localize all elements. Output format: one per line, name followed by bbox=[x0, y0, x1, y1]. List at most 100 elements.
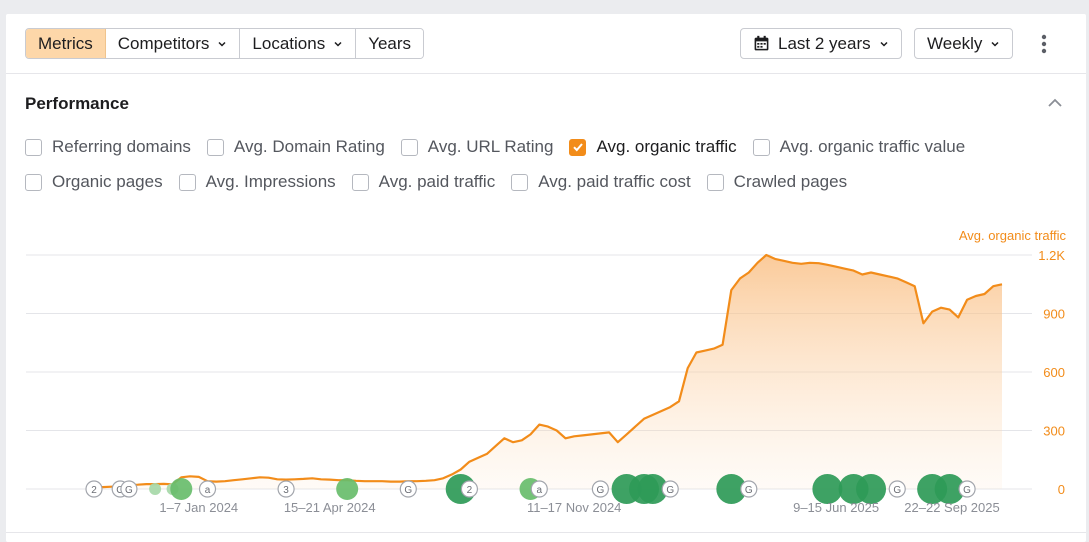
metric-avg-paid-traffic-cost[interactable]: Avg. paid traffic cost bbox=[511, 172, 691, 192]
metric-toggles-row-1: Referring domains Avg. Domain Rating Avg… bbox=[25, 137, 981, 157]
metric-label: Avg. organic traffic value bbox=[779, 137, 966, 156]
granularity-label: Weekly bbox=[927, 33, 983, 53]
toolbar: Metrics Competitors Locations Years bbox=[6, 14, 1086, 74]
checkbox[interactable] bbox=[25, 173, 42, 191]
checkbox[interactable] bbox=[206, 138, 224, 156]
checkbox[interactable] bbox=[706, 173, 724, 191]
x-tick-label: 15–21 Apr 2024 bbox=[284, 500, 376, 515]
annotation-badge bbox=[85, 480, 103, 498]
annotation-badge bbox=[120, 480, 138, 498]
annotation-badge-label: G bbox=[116, 485, 124, 496]
series-area bbox=[94, 255, 1002, 489]
annotation-badge-label: G bbox=[963, 485, 971, 496]
metric-avg-url-rating[interactable]: Avg. URL Rating bbox=[400, 137, 554, 157]
event-marker bbox=[637, 474, 668, 504]
checkbox-checked[interactable] bbox=[569, 138, 587, 156]
view-switcher: Metrics Competitors Locations Years bbox=[25, 28, 425, 59]
annotation-badge-label: G bbox=[893, 485, 901, 496]
annotation-badge-label: a bbox=[205, 485, 211, 496]
chevron-down-icon bbox=[991, 41, 999, 47]
tab-competitors[interactable]: Competitors bbox=[105, 29, 241, 58]
granularity-button[interactable]: Weekly bbox=[914, 28, 1014, 59]
y-tick-label: 300 bbox=[1043, 424, 1065, 439]
annotation-badge-label: G bbox=[745, 485, 753, 496]
event-marker bbox=[716, 474, 747, 504]
tab-years[interactable]: Years bbox=[356, 29, 424, 58]
annotation-badge bbox=[740, 480, 758, 498]
y-tick-label: 1.2K bbox=[1038, 248, 1065, 263]
annotation-badge-label: G bbox=[666, 485, 674, 496]
x-tick-label: 9–15 Jun 2025 bbox=[793, 500, 879, 515]
annotation-badge-label: 2 bbox=[467, 485, 473, 496]
annotation-badge bbox=[530, 480, 548, 498]
series-line bbox=[94, 253, 1003, 489]
metric-label: Avg. organic traffic bbox=[596, 137, 737, 156]
y-tick-label: 0 bbox=[1058, 482, 1065, 497]
annotation-badge bbox=[198, 480, 217, 498]
metric-avg-organic-traffic-value[interactable]: Avg. organic traffic value bbox=[752, 137, 966, 157]
checkbox[interactable] bbox=[752, 138, 770, 156]
metric-avg-domain-rating[interactable]: Avg. Domain Rating bbox=[206, 137, 385, 157]
chevron-up-icon[interactable] bbox=[1046, 96, 1064, 110]
metric-avg-organic-traffic[interactable]: Avg. organic traffic bbox=[569, 137, 737, 157]
tab-metrics[interactable]: Metrics bbox=[26, 29, 106, 58]
checkbox[interactable] bbox=[400, 138, 418, 156]
metric-label: Avg. Impressions bbox=[205, 172, 336, 191]
annotation-badge bbox=[277, 480, 295, 498]
metric-label: Crawled pages bbox=[733, 172, 848, 191]
y-axis-label: Avg. organic traffic bbox=[959, 228, 1067, 243]
tab-years-label: Years bbox=[368, 33, 412, 53]
annotation-badge bbox=[888, 480, 906, 498]
checkbox[interactable] bbox=[511, 173, 529, 191]
x-tick-label: 1–7 Jan 2024 bbox=[159, 500, 238, 515]
divider bbox=[6, 532, 1086, 533]
checkbox[interactable] bbox=[178, 173, 196, 191]
event-marker bbox=[170, 478, 193, 500]
metric-avg-impressions[interactable]: Avg. Impressions bbox=[178, 172, 336, 192]
annotation-badge bbox=[591, 480, 609, 498]
metric-label: Avg. Domain Rating bbox=[233, 137, 385, 156]
tab-competitors-label: Competitors bbox=[117, 33, 210, 53]
metric-label: Referring domains bbox=[52, 137, 191, 156]
metric-label: Avg. paid traffic bbox=[378, 172, 496, 191]
metric-label: Avg. URL Rating bbox=[427, 137, 554, 156]
date-range-button[interactable]: Last 2 years bbox=[740, 28, 902, 59]
x-tick-label: 22–22 Sep 2025 bbox=[904, 500, 999, 515]
performance-panel: Metrics Competitors Locations Years bbox=[6, 14, 1086, 542]
metric-avg-paid-traffic[interactable]: Avg. paid traffic bbox=[351, 172, 496, 192]
annotation-badge-label: a bbox=[536, 485, 542, 496]
y-tick-label: 600 bbox=[1043, 365, 1065, 380]
event-marker bbox=[934, 474, 965, 504]
checkbox[interactable] bbox=[25, 138, 42, 156]
checkmark-icon bbox=[573, 143, 583, 152]
event-marker bbox=[856, 474, 887, 504]
tab-locations[interactable]: Locations bbox=[240, 29, 357, 58]
annotation-badge-label: G bbox=[596, 485, 604, 496]
annotation-badge bbox=[661, 480, 679, 498]
chevron-down-icon bbox=[218, 41, 226, 47]
metric-referring-domains[interactable]: Referring domains bbox=[25, 137, 191, 157]
annotation-badge-label: G bbox=[404, 485, 412, 496]
metric-organic-pages[interactable]: Organic pages bbox=[25, 172, 163, 192]
calendar-icon bbox=[754, 35, 769, 51]
y-tick-label: 900 bbox=[1043, 307, 1065, 322]
event-marker bbox=[336, 478, 359, 500]
checkbox[interactable] bbox=[351, 173, 369, 191]
annotation-badge bbox=[958, 480, 976, 498]
date-range-label: Last 2 years bbox=[778, 33, 871, 53]
more-options-icon[interactable] bbox=[1036, 32, 1052, 56]
chevron-down-icon bbox=[880, 41, 888, 47]
metric-crawled-pages[interactable]: Crawled pages bbox=[706, 172, 848, 192]
event-marker bbox=[149, 483, 162, 495]
event-marker bbox=[812, 474, 843, 504]
annotation-badge bbox=[399, 480, 417, 498]
chevron-down-icon bbox=[334, 41, 342, 47]
metric-label: Organic pages bbox=[52, 172, 163, 191]
metric-toggles-row-2: Organic pages Avg. Impressions Avg. paid… bbox=[25, 172, 863, 192]
x-tick-label: 11–17 Nov 2024 bbox=[527, 500, 621, 515]
annotation-badge-label: G bbox=[125, 485, 133, 496]
tab-locations-label: Locations bbox=[252, 33, 326, 53]
metric-label: Avg. paid traffic cost bbox=[538, 172, 691, 191]
annotation-badge-label: 2 bbox=[91, 485, 97, 496]
